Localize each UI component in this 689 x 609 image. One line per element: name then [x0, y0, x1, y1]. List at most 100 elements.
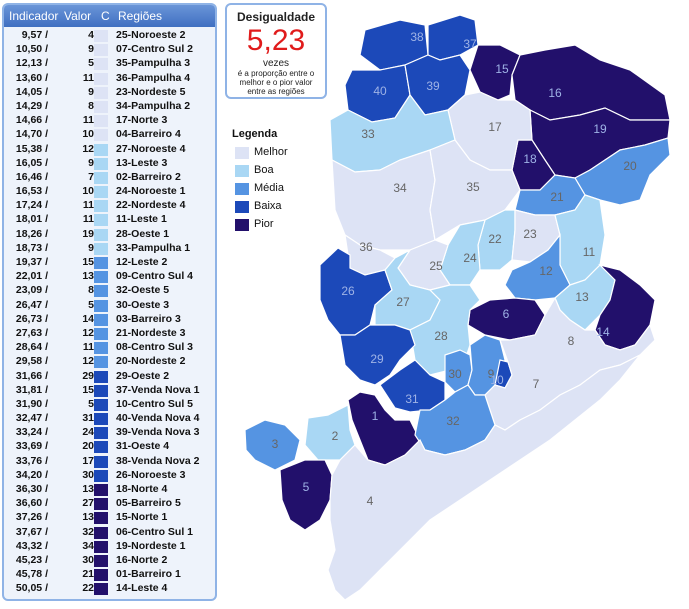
table-row[interactable]: 37,26 / 13 15-Norte 1 [4, 511, 215, 525]
row-category-swatch [94, 370, 108, 383]
table-row[interactable]: 29,58 / 12 20-Nordeste 2 [4, 355, 215, 369]
table-row[interactable]: 14,29 / 8 34-Pampulha 2 [4, 100, 215, 114]
table-row[interactable]: 36,60 / 27 05-Barreiro 5 [4, 497, 215, 511]
row-category-swatch [94, 427, 108, 440]
map-region-5[interactable] [279, 459, 333, 531]
table-row[interactable]: 16,46 / 7 02-Barreiro 2 [4, 171, 215, 185]
inequality-box: Desigualdade 5,23 vezes é a proporção en… [225, 3, 327, 99]
row-indicador: 18,01 / [15, 213, 48, 226]
table-row[interactable]: 18,73 / 9 33-Pampulha 1 [4, 242, 215, 256]
map-region-29[interactable] [339, 324, 416, 386]
row-category-swatch [94, 526, 108, 539]
table-row[interactable]: 16,53 / 10 24-Noroeste 1 [4, 185, 215, 199]
row-category-swatch [94, 342, 108, 355]
row-regiao: 40-Venda Nova 4 [116, 412, 200, 425]
row-indicador: 9,57 / [21, 29, 48, 41]
header-indicador[interactable]: Indicador [9, 9, 59, 23]
table-row[interactable]: 33,69 / 20 31-Oeste 4 [4, 440, 215, 454]
row-valor: 9 [88, 156, 94, 169]
map-region-label: 24 [463, 251, 477, 265]
row-category-swatch [94, 455, 108, 468]
table-row[interactable]: 15,38 / 12 27-Noroeste 4 [4, 143, 215, 157]
row-valor: 11 [82, 199, 94, 212]
table-row[interactable]: 10,50 / 9 07-Centro Sul 2 [4, 43, 215, 57]
row-category-swatch [94, 299, 108, 312]
row-category-swatch [94, 313, 108, 326]
row-valor: 11 [82, 71, 94, 84]
map-region-label: 13 [575, 290, 589, 304]
row-indicador: 31,81 / [15, 383, 48, 396]
row-regiao: 14-Leste 4 [116, 582, 168, 595]
row-category-swatch [94, 469, 108, 482]
header-valor[interactable]: Valor [64, 9, 92, 23]
table-row[interactable]: 12,13 / 5 35-Pampulha 3 [4, 57, 215, 71]
row-indicador: 31,66 / [15, 369, 48, 382]
map-region-label: 17 [488, 120, 502, 134]
map-region-label: 11 [583, 245, 596, 259]
map-region-16[interactable] [511, 44, 671, 121]
row-regiao: 23-Nordeste 5 [116, 85, 186, 98]
table-row[interactable]: 27,63 / 12 21-Nordeste 3 [4, 327, 215, 341]
row-regiao: 08-Centro Sul 3 [116, 341, 194, 354]
map-region-31[interactable] [379, 359, 446, 413]
legend-label: Pior [254, 218, 274, 230]
table-row[interactable]: 9,57 / 4 25-Noroeste 2 [4, 29, 215, 43]
table-row[interactable]: 13,60 / 11 36-Pampulha 4 [4, 72, 215, 86]
row-indicador: 16,46 / [15, 170, 48, 183]
table-row[interactable]: 37,67 / 32 06-Centro Sul 1 [4, 526, 215, 540]
table-row[interactable]: 31,90 / 5 10-Centro Sul 5 [4, 398, 215, 412]
map-region-label: 9 [488, 367, 495, 381]
row-regiao: 37-Venda Nova 1 [116, 383, 200, 396]
row-valor: 11 [82, 341, 94, 354]
row-indicador: 15,38 / [15, 142, 48, 155]
table-row[interactable]: 14,70 / 10 04-Barreiro 4 [4, 128, 215, 142]
table-row[interactable]: 18,26 / 19 28-Oeste 1 [4, 228, 215, 242]
table-row[interactable]: 45,23 / 30 16-Norte 2 [4, 554, 215, 568]
row-indicador: 43,32 / [15, 539, 48, 552]
row-regiao: 03-Barreiro 3 [116, 312, 181, 325]
table-row[interactable]: 33,24 / 24 39-Venda Nova 3 [4, 426, 215, 440]
header-regioes[interactable]: Regiões [118, 9, 163, 23]
table-row[interactable]: 22,01 / 13 09-Centro Sul 4 [4, 270, 215, 284]
inequality-title: Desigualdade [236, 10, 316, 24]
map-region-4[interactable] [327, 354, 641, 601]
table-row[interactable]: 31,81 / 15 37-Venda Nova 1 [4, 384, 215, 398]
table-row[interactable]: 32,47 / 31 40-Venda Nova 4 [4, 412, 215, 426]
row-category-swatch [94, 44, 108, 57]
table-row[interactable]: 31,66 / 29 29-Oeste 2 [4, 370, 215, 384]
table-row[interactable]: 14,66 / 11 17-Norte 3 [4, 114, 215, 128]
map-region-label: 4 [367, 494, 374, 508]
table-row[interactable]: 50,05 / 22 14-Leste 4 [4, 582, 215, 596]
row-indicador: 28,64 / [15, 341, 48, 354]
row-category-swatch [94, 186, 108, 199]
table-row[interactable]: 33,76 / 17 38-Venda Nova 2 [4, 455, 215, 469]
table-row[interactable]: 18,01 / 11 11-Leste 1 [4, 213, 215, 227]
row-regiao: 13-Leste 3 [116, 156, 168, 169]
table-row[interactable]: 16,05 / 9 13-Leste 3 [4, 157, 215, 171]
table-row[interactable]: 17,24 / 11 22-Nordeste 4 [4, 199, 215, 213]
map-region-3[interactable] [244, 419, 301, 471]
table-row[interactable]: 26,73 / 14 03-Barreiro 3 [4, 313, 215, 327]
legend-label: Boa [254, 164, 274, 176]
table-row[interactable]: 14,05 / 9 23-Nordeste 5 [4, 86, 215, 100]
row-indicador: 16,53 / [15, 185, 48, 198]
row-indicador: 27,63 / [15, 326, 48, 339]
header-c[interactable]: C [101, 9, 110, 23]
table-row[interactable]: 36,30 / 13 18-Norte 4 [4, 483, 215, 497]
row-indicador: 22,01 / [15, 270, 48, 283]
map-region-15[interactable] [469, 44, 521, 101]
row-valor: 12 [82, 355, 94, 368]
row-category-swatch [94, 569, 108, 582]
row-category-swatch [94, 540, 108, 553]
table-row[interactable]: 43,32 / 34 19-Nordeste 1 [4, 540, 215, 554]
map-region-label: 20 [623, 159, 637, 173]
table-row[interactable]: 28,64 / 11 08-Centro Sul 3 [4, 341, 215, 355]
table-row[interactable]: 19,37 / 15 12-Leste 2 [4, 256, 215, 270]
table-row[interactable]: 23,09 / 8 32-Oeste 5 [4, 284, 215, 298]
table-row[interactable]: 34,20 / 30 26-Noroeste 3 [4, 469, 215, 483]
table-row[interactable]: 45,78 / 21 01-Barreiro 1 [4, 568, 215, 582]
row-regiao: 02-Barreiro 2 [116, 170, 181, 183]
table-row[interactable]: 26,47 / 5 30-Oeste 3 [4, 299, 215, 313]
row-indicador: 33,76 / [15, 454, 48, 467]
row-regiao: 22-Nordeste 4 [116, 199, 186, 212]
